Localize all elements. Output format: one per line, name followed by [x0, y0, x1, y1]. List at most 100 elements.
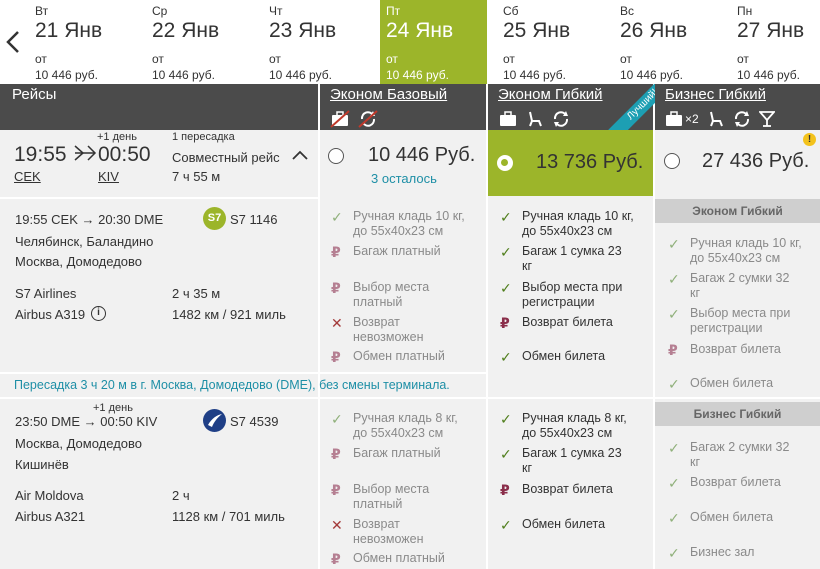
economy-basic-column: [320, 130, 486, 569]
fare-feature-item: ✕ Возврат невозможен: [331, 315, 424, 345]
fare-feature-text: Выбор места платный: [353, 280, 430, 309]
date-selector: Вт 21 Янв от 10 446 руб. Ср 22 Янв от 10…: [0, 0, 820, 84]
fare-feature-item: ₽ Багаж платный: [331, 446, 441, 462]
warning-icon: !: [803, 133, 816, 146]
from-label: от: [737, 52, 749, 66]
ruble-fee-icon: ₽: [331, 349, 341, 365]
date-label: 24 Янв: [386, 19, 454, 42]
fare-feature-text: Обмен билета: [690, 376, 774, 390]
date-label: 21 Янв: [35, 19, 103, 42]
s7-airline-logo: S7: [203, 207, 226, 230]
next-day-note: +1 день: [97, 131, 137, 143]
date-label: 22 Янв: [152, 19, 220, 42]
date-option-27[interactable]: Пн 27 Янв от 10 446 руб.: [731, 0, 820, 84]
economy-flex-column: [488, 130, 653, 569]
date-option-21[interactable]: Вт 21 Янв от 10 446 руб.: [29, 0, 146, 84]
ruble-fee-icon: ₽: [331, 446, 341, 462]
fare-feature-item: ₽ Возврат билета: [500, 315, 613, 331]
info-icon[interactable]: i: [91, 306, 106, 321]
economy-flex-link[interactable]: Эконом Гибкий: [498, 86, 603, 103]
check-icon: ✓: [500, 411, 512, 427]
economy-basic-link[interactable]: Эконом Базовый: [330, 86, 448, 103]
segment-distance: 1128 км / 701 миль: [172, 509, 285, 524]
weekday-label: Сб: [503, 4, 519, 18]
fare-feature-text: Ручная кладь 8 кг, до 55x40x23 см: [353, 411, 458, 440]
fare-feature-item: ✓ Обмен билета: [668, 376, 773, 392]
baggage-icon: [665, 110, 683, 128]
previous-dates-button[interactable]: [0, 0, 28, 84]
aircraft-type: Airbus A321: [15, 509, 86, 524]
collapse-chevron-icon[interactable]: [291, 148, 309, 166]
date-option-22[interactable]: Ср 22 Янв от 10 446 руб.: [146, 0, 263, 84]
exchange-icon: [733, 110, 751, 128]
fare-feature-item: ✓ Багаж 2 сумки 32 кг: [668, 271, 789, 301]
date-label: 25 Янв: [503, 19, 571, 42]
check-icon: ✓: [668, 376, 680, 392]
seat-icon: [526, 110, 544, 128]
check-icon: ✓: [668, 271, 680, 287]
fare-feature-item: ✓ Обмен билета: [500, 349, 605, 365]
fare-feature-text: Возврат билета: [690, 342, 781, 356]
business-flex-link[interactable]: Бизнес Гибкий: [665, 86, 766, 103]
economy-basic-radio[interactable]: [328, 148, 344, 164]
fare-feature-item: ✓ Ручная кладь 8 кг, до 55x40x23 см: [500, 411, 627, 441]
fare-feature-item: ✓ Ручная кладь 8 кг, до 55x40x23 см: [331, 411, 458, 441]
fare-feature-item: ₽ Возврат билета: [668, 342, 781, 358]
check-icon: ✓: [668, 545, 680, 561]
airline-name: Air Moldova: [15, 488, 84, 503]
date-option-26[interactable]: Вс 26 Янв от 10 446 руб.: [614, 0, 731, 84]
fare-column-economy-flex: Эконом Гибкий: [488, 84, 653, 130]
segment-duration: 2 ч 35 м: [172, 286, 221, 301]
date-option-25[interactable]: Сб 25 Янв от 10 446 руб.: [497, 0, 614, 84]
arrive-time: 00:50: [98, 143, 151, 166]
flight-number: S7 1146: [230, 212, 278, 227]
fare-feature-text: Возврат невозможен: [353, 517, 424, 546]
depart-time: 19:55: [14, 143, 67, 166]
segment-duration: 2 ч: [172, 488, 190, 503]
baggage-icon: [498, 110, 518, 128]
check-icon: ✓: [500, 209, 512, 225]
fare-feature-text: Багаж 2 сумки 32 кг: [690, 271, 790, 300]
fare-feature-item: ✕ Возврат невозможен: [331, 517, 424, 547]
min-price: 10 446 руб.: [503, 68, 566, 82]
fare-feature-item: ✓ Выбор места при регистрации: [500, 280, 622, 310]
fare-column-economy-basic: Эконом Базовый: [320, 84, 486, 130]
business-flex-radio[interactable]: [664, 153, 680, 169]
segment-route: 19:55 CEK → 20:30 DME: [15, 212, 164, 227]
date-option-23[interactable]: Чт 23 Янв от 10 446 руб.: [263, 0, 380, 84]
cross-icon: ✕: [331, 315, 343, 331]
route-arrow-icon: [73, 144, 97, 167]
fare-feature-text: Ручная кладь 10 кг, до 55x40x23 см: [690, 236, 802, 265]
cross-icon: ✕: [331, 517, 343, 533]
fare-feature-item: ₽ Выбор места платный: [331, 482, 429, 512]
business-flex-price: 27 436 Руб.: [702, 150, 810, 172]
flights-heading: Рейсы: [12, 86, 57, 103]
weekday-label: Вт: [35, 4, 49, 18]
fare-feature-item: ✓ Ручная кладь 10 кг, до 55x40x23 см: [331, 209, 465, 239]
fare-feature-text: Бизнес зал: [690, 545, 755, 559]
no-exchange-icon: [358, 110, 378, 128]
arrive-airport-code[interactable]: KIV: [98, 169, 119, 184]
ruble-fee-icon: ₽: [500, 482, 510, 498]
fare-feature-text: Багаж 1 сумка 23 кг: [522, 244, 622, 273]
weekday-label: Чт: [269, 4, 283, 18]
transfer-info: Пересадка 3 ч 20 м в г. Москва, Домодедо…: [14, 378, 450, 392]
economy-flex-radio[interactable]: [497, 155, 513, 171]
check-icon: ✓: [668, 510, 680, 526]
economy-basic-price: 10 446 Руб.: [368, 144, 476, 166]
fare-feature-item: ✓ Обмен билета: [500, 517, 605, 533]
destination-airport: Кишинёв: [15, 457, 69, 472]
fare-feature-item: ✓ Бизнес зал: [668, 545, 754, 561]
weekday-label: Ср: [152, 4, 168, 18]
check-icon: ✓: [500, 280, 512, 296]
economy-flex-price: 13 736 Руб.: [536, 151, 644, 173]
depart-airport-code[interactable]: CEK: [14, 169, 41, 184]
fare-feature-text: Ручная кладь 10 кг, до 55x40x23 см: [353, 209, 465, 238]
segment-distance: 1482 км / 921 миль: [172, 307, 286, 322]
fare-feature-text: Выбор места при регистрации: [522, 280, 623, 309]
date-option-24-selected[interactable]: Пт 24 Янв от 10 446 руб.: [380, 0, 487, 84]
fare-feature-text: Обмен платный: [353, 349, 445, 363]
ruble-fee-icon: ₽: [331, 482, 341, 498]
fare-feature-text: Ручная кладь 8 кг, до 55x40x23 см: [522, 411, 627, 440]
ruble-fee-icon: ₽: [500, 315, 510, 331]
